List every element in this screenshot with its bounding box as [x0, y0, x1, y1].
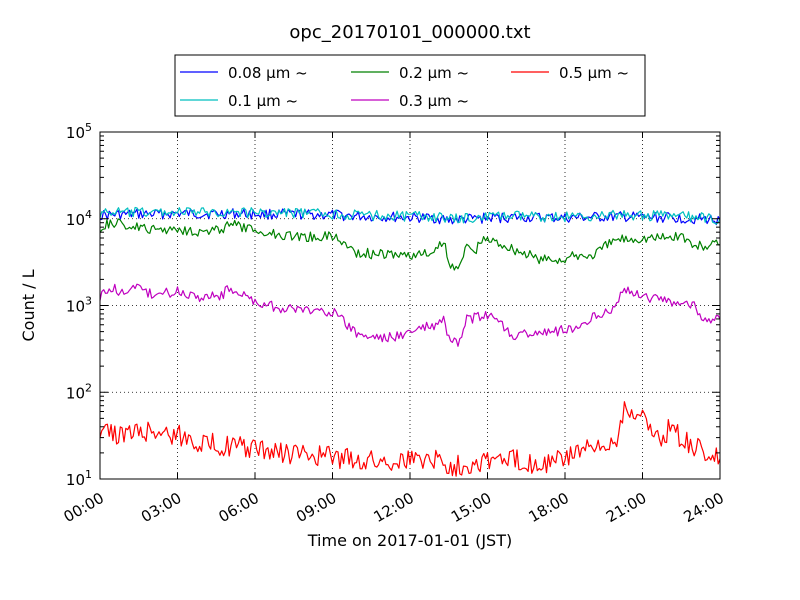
y-tick-label: 101 — [66, 468, 92, 489]
y-tick-label: 104 — [66, 208, 92, 229]
x-tick-label: 21:00 — [603, 489, 649, 526]
grid — [100, 132, 720, 479]
series-line-2 — [99, 206, 721, 225]
series-line-5 — [99, 401, 721, 477]
x-tick-label: 24:00 — [681, 489, 727, 526]
x-tick-label: 03:00 — [138, 489, 184, 526]
legend-label-4: 0.3 μm ~ — [399, 92, 469, 110]
x-tick-label: 06:00 — [216, 489, 262, 526]
y-tick-label: 105 — [66, 121, 92, 142]
x-tick-label: 12:00 — [371, 489, 417, 526]
y-tick-label: 103 — [66, 295, 92, 316]
legend-label-3: 0.2 μm ~ — [399, 64, 469, 82]
axis-ticks — [99, 131, 721, 480]
x-tick-label: 00:00 — [61, 489, 107, 526]
legend-label-5: 0.5 μm ~ — [559, 64, 629, 82]
x-tick-label: 09:00 — [293, 489, 339, 526]
series-line-4 — [99, 283, 721, 347]
x-tick-label: 18:00 — [526, 489, 572, 526]
y-tick-labels: 101 102 103 104 105 — [66, 121, 92, 489]
series-line-1 — [99, 208, 721, 226]
x-axis-label: Time on 2017-01-01 (JST) — [307, 531, 512, 550]
legend-label-1: 0.08 μm ~ — [228, 64, 308, 82]
series-line-3 — [99, 218, 721, 271]
legend: 0.08 μm ~ 0.1 μm ~ 0.2 μm ~ 0.3 μm ~ 0.5 μm … — [174, 54, 646, 117]
series-lines — [99, 206, 721, 477]
legend-label-2: 0.1 μm ~ — [228, 92, 298, 110]
x-tick-labels: 00:00 03:00 06:00 09:00 12:00 15:00 18:00 21:00… — [61, 489, 727, 526]
y-axis-label: Count / L — [19, 269, 38, 341]
x-tick-label: 15:00 — [448, 489, 494, 526]
legend-box — [174, 54, 646, 117]
y-tick-label: 102 — [66, 381, 92, 402]
chart-title: opc_20170101_000000.txt — [289, 22, 530, 43]
